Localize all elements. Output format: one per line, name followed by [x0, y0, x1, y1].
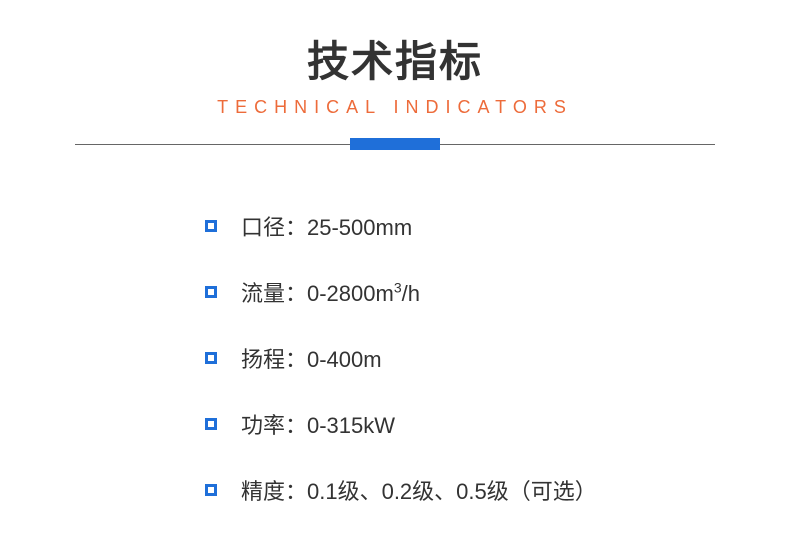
bullet-icon	[205, 286, 217, 298]
spec-item: 流量：0-2800m3/h	[205, 276, 605, 308]
spec-item: 口径：25-500mm	[205, 210, 605, 242]
title-english: TECHNICAL INDICATORS	[0, 97, 790, 118]
spec-text: 口径：25-500mm	[241, 210, 412, 242]
bullet-icon	[205, 484, 217, 496]
spec-item: 功率：0-315kW	[205, 408, 605, 440]
divider-accent-bar	[350, 138, 440, 150]
bullet-icon	[205, 220, 217, 232]
spec-text: 扬程：0-400m	[241, 342, 382, 374]
spec-text: 流量：0-2800m3/h	[241, 276, 420, 308]
specifications-list: 口径：25-500mm 流量：0-2800m3/h 扬程：0-400m 功率：0-31…	[185, 210, 605, 506]
bullet-icon	[205, 352, 217, 364]
spec-item: 扬程：0-400m	[205, 342, 605, 374]
spec-item: 精度：0.1级、0.2级、0.5级（可选）	[205, 474, 605, 506]
title-chinese: 技术指标	[0, 28, 790, 89]
bullet-icon	[205, 418, 217, 430]
spec-text: 精度：0.1级、0.2级、0.5级（可选）	[241, 474, 597, 506]
spec-text: 功率：0-315kW	[241, 408, 395, 440]
container: 技术指标 TECHNICAL INDICATORS 口径：25-500mm 流量：…	[0, 0, 790, 506]
divider	[75, 138, 715, 150]
